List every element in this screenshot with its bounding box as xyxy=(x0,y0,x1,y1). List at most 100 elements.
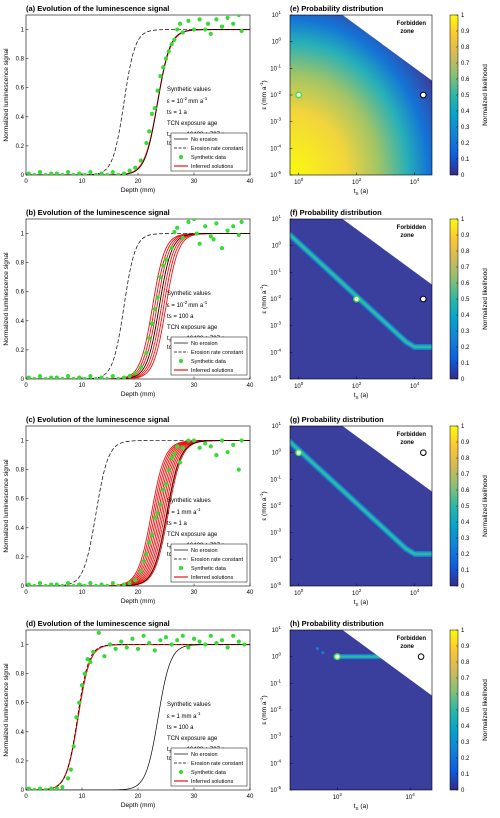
synthetic-data-point xyxy=(71,376,76,379)
y-tick-label: 101 xyxy=(272,214,282,223)
heatmap-area xyxy=(290,15,432,175)
y-tick-label: 0.2 xyxy=(16,348,25,354)
synthetic-data-point xyxy=(158,73,163,79)
synthetic-data-point xyxy=(231,21,236,26)
y-tick-label: 10-1 xyxy=(270,267,281,276)
synthetic-data-point xyxy=(37,373,43,379)
x-tick-label: 20 xyxy=(135,383,142,389)
y-axis-label: Normalized luminescence signal xyxy=(3,252,10,346)
panel-title: (c) Evolution of the luminescence signal xyxy=(26,415,169,424)
x-tick-label: 30 xyxy=(191,590,198,596)
synthetic-data-point xyxy=(152,307,157,312)
synthetic-data-point xyxy=(149,321,155,326)
synthetic-data-point xyxy=(54,582,59,586)
synthetic-data-point xyxy=(77,375,82,379)
synthetic-data-point xyxy=(225,645,230,650)
y-tick-label: 10-4 xyxy=(270,554,281,563)
synthetic-data-point xyxy=(71,172,76,175)
synthetic-data-point xyxy=(214,17,219,22)
synthetic-data-point xyxy=(225,15,230,21)
synthetic-data-point xyxy=(116,376,121,379)
synthetic-data-point xyxy=(127,580,132,586)
synthetic-data-point xyxy=(93,583,99,586)
synthetic-data-point xyxy=(152,515,157,520)
colorbar-tick-label: 0.9 xyxy=(461,644,470,650)
y-tick-label: 10-5 xyxy=(270,581,281,590)
tcn-age-marker xyxy=(417,653,425,660)
forbidden-zone-label: Forbidden xyxy=(397,432,427,438)
colorbar-tick-label: 0.8 xyxy=(461,456,470,462)
y-tick-label: 10-4 xyxy=(270,347,281,356)
synthetic-data-point xyxy=(155,88,160,93)
colorbar-tick-label: 0.1 xyxy=(461,361,470,367)
synthetic-data-point xyxy=(175,27,180,32)
y-tick-label: 100 xyxy=(272,652,282,661)
panel-title: (b) Evolution of the luminescence signal xyxy=(26,208,170,217)
x-axis-label: Depth (mm) xyxy=(121,391,155,398)
x-tick-label: 0 xyxy=(24,179,28,185)
x-tick-label: 40 xyxy=(247,590,254,596)
y-tick-label: 101 xyxy=(272,421,282,430)
y-tick-label: 10-1 xyxy=(270,474,281,483)
synthetic-data-point xyxy=(105,376,110,379)
synthetic-data-point xyxy=(219,438,225,443)
synthetic-data-point xyxy=(43,376,48,379)
panel-title: (h) Probability distribution xyxy=(290,619,384,628)
synthetic-data-point xyxy=(127,373,132,379)
x-tick-label: 100 xyxy=(294,381,304,390)
y-tick-label: 10-2 xyxy=(270,501,281,510)
heatmap-area xyxy=(290,219,432,379)
synthetic-data-point xyxy=(169,455,174,461)
x-tick-label: 0 xyxy=(24,590,28,596)
synthetic-data-point xyxy=(121,171,127,175)
x-axis-label: tS (a) xyxy=(354,188,369,196)
synthetic-data-point xyxy=(113,646,118,652)
legend-label: Synthetic data xyxy=(191,359,227,365)
panel-b: (b) Evolution of the luminescence signal… xyxy=(3,208,254,398)
x-tick-label: 10 xyxy=(79,383,86,389)
synthetic-data-point xyxy=(149,111,155,117)
synthetic-data-point xyxy=(60,784,65,790)
annotation-ts: ts = 1 a xyxy=(167,110,188,116)
panel-title: (d) Evolution of the luminescence signal xyxy=(26,619,170,628)
synthetic-data-point xyxy=(239,219,244,225)
synthetic-data-point xyxy=(186,438,191,443)
forbidden-zone-label: zone xyxy=(400,29,414,35)
y-tick-label: 0.6 xyxy=(16,497,25,503)
synthetic-data-point xyxy=(186,645,191,650)
colorbar-tick-label: 0.1 xyxy=(461,568,470,574)
synthetic-data-point xyxy=(68,767,73,772)
y-tick-label: 10-2 xyxy=(270,705,281,714)
legend-label: No erosion xyxy=(191,752,218,758)
heatmap-area xyxy=(290,630,432,790)
annotation-header: Synthetic values xyxy=(167,498,211,504)
annotation-epsilon: ε = 10-2mm a-1 xyxy=(167,300,208,309)
forbidden-zone xyxy=(342,630,432,696)
y-tick-label: 100 xyxy=(272,448,282,457)
synthetic-data-point xyxy=(133,578,138,583)
forbidden-zone-label: zone xyxy=(400,233,414,239)
synthetic-data-point xyxy=(133,371,138,376)
colorbar-tick-label: 0.1 xyxy=(461,157,470,163)
legend-label: No erosion xyxy=(191,341,218,347)
annotation-ts: ts = 100 a xyxy=(167,314,194,320)
x-axis-label: Depth (mm) xyxy=(121,802,155,809)
y-tick-label: 100 xyxy=(272,37,282,46)
panel-g: (g) Probability distribution Forbidden zon… xyxy=(259,415,489,607)
x-tick-label: 20 xyxy=(135,590,142,596)
synthetic-data-point xyxy=(49,582,54,586)
colorbar-tick-label: 0.5 xyxy=(461,708,470,714)
plot-area xyxy=(26,630,250,790)
synthetic-data-point xyxy=(102,654,107,659)
synthetic-data-point xyxy=(219,24,225,29)
synthetic-data-point xyxy=(177,21,183,26)
annotation-tcn: TCN exposure age xyxy=(167,532,218,538)
legend-label: Synthetic data xyxy=(191,770,227,776)
synthetic-data-point xyxy=(60,172,65,175)
heatmap-area xyxy=(290,426,432,586)
forbidden-zone xyxy=(342,219,432,285)
y-tick-label: 10-5 xyxy=(270,785,281,794)
legend-label: Inferred solutions xyxy=(191,779,233,785)
synthetic-true-marker xyxy=(295,449,303,457)
forbidden-zone-label: zone xyxy=(400,440,414,446)
